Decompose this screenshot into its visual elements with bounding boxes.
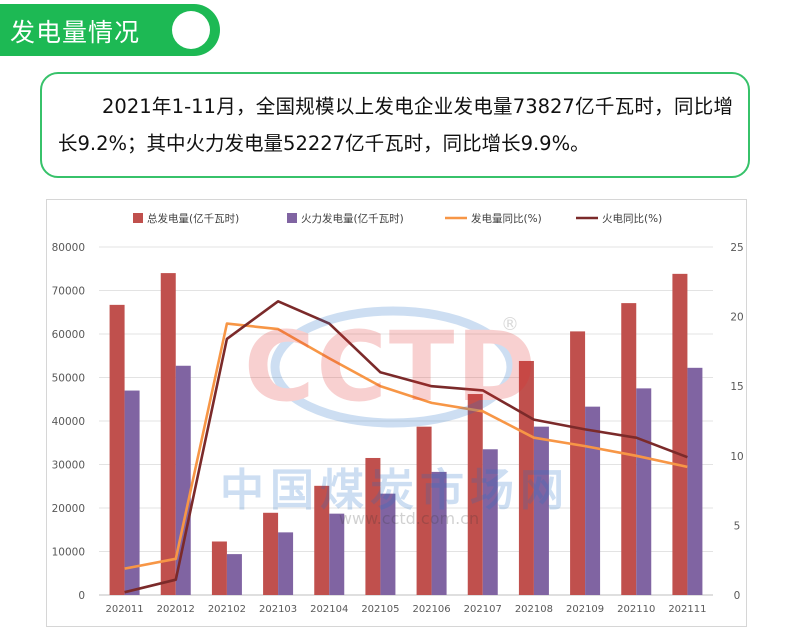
left-axis-tick-label: 40000 bbox=[52, 416, 85, 428]
bar-thermal-generation bbox=[431, 471, 447, 595]
legend-swatch-icon bbox=[287, 213, 297, 223]
right-axis-tick-label: 15 bbox=[730, 381, 743, 393]
bar-total-generation bbox=[314, 485, 330, 595]
bar-thermal-generation bbox=[380, 493, 396, 595]
left-axis-tick-label: 30000 bbox=[52, 460, 85, 472]
x-axis-tick-label: 202103 bbox=[259, 604, 297, 615]
section-header: 发电量情况 bbox=[0, 4, 220, 56]
bar-thermal-generation bbox=[124, 390, 140, 595]
bar-total-generation bbox=[672, 273, 688, 595]
legend-swatch-icon bbox=[133, 213, 143, 223]
bar-total-generation bbox=[160, 273, 176, 595]
line-thermal-yoy bbox=[124, 300, 688, 594]
left-axis-tick-label: 80000 bbox=[52, 242, 85, 254]
right-axis-tick-label: 25 bbox=[730, 242, 743, 254]
x-axis-tick-label: 202109 bbox=[566, 604, 604, 615]
bar-thermal-generation bbox=[329, 513, 345, 595]
left-axis-tick-label: 0 bbox=[78, 590, 85, 602]
legend-label: 总发电量(亿千瓦时) bbox=[147, 212, 239, 225]
bar-total-generation bbox=[365, 457, 381, 595]
bar-total-generation bbox=[211, 541, 227, 595]
x-axis-tick-label: 202108 bbox=[515, 604, 553, 615]
summary-text: 2021年1-11月，全国规模以上发电企业发电量73827亿千瓦时，同比增长9.… bbox=[58, 95, 733, 155]
left-axis-tick-label: 20000 bbox=[52, 503, 85, 515]
bar-total-generation bbox=[621, 303, 637, 595]
summary-box: 2021年1-11月，全国规模以上发电企业发电量73827亿千瓦时，同比增长9.… bbox=[40, 72, 750, 178]
right-axis-tick-label: 10 bbox=[730, 451, 743, 463]
bar-thermal-generation bbox=[585, 406, 601, 595]
bar-thermal-generation bbox=[226, 554, 242, 595]
legend-label: 发电量同比(%) bbox=[471, 212, 542, 225]
line-generation-yoy bbox=[124, 322, 688, 570]
bar-thermal-generation bbox=[636, 388, 652, 595]
bar-total-generation bbox=[467, 394, 483, 595]
right-axis-tick-label: 0 bbox=[734, 590, 741, 602]
chart-frame: 0 10000 20000 30000 40000 50000 60000 70000 8000… bbox=[46, 199, 747, 627]
bar-total-generation bbox=[416, 426, 432, 595]
legend-label: 火力发电量(亿千瓦时) bbox=[301, 212, 404, 225]
legend-label: 火电同比(%) bbox=[602, 212, 662, 225]
x-axis-tick-label: 202107 bbox=[464, 604, 502, 615]
bar-thermal-generation bbox=[175, 365, 191, 595]
bar-thermal-generation bbox=[687, 367, 703, 595]
bar-total-generation bbox=[263, 512, 279, 595]
left-axis-tick-label: 60000 bbox=[52, 329, 85, 341]
x-axis-tick-label: 202110 bbox=[617, 604, 655, 615]
x-axis-tick-label: 202104 bbox=[310, 604, 348, 615]
x-axis-tick-label: 202105 bbox=[361, 604, 399, 615]
bar-total-generation bbox=[570, 331, 586, 595]
right-axis-tick-label: 20 bbox=[730, 312, 743, 324]
x-axis-tick-label: 202011 bbox=[105, 604, 143, 615]
left-axis-tick-label: 50000 bbox=[52, 373, 85, 385]
x-axis-tick-label: 202106 bbox=[412, 604, 450, 615]
left-axis-tick-label: 10000 bbox=[52, 547, 85, 559]
bar-thermal-generation bbox=[482, 449, 498, 595]
left-axis-tick-label: 70000 bbox=[52, 286, 85, 298]
combo-chart: 0 10000 20000 30000 40000 50000 60000 70000 8000… bbox=[52, 212, 744, 615]
section-title: 发电量情况 bbox=[10, 18, 141, 47]
right-axis-tick-label: 5 bbox=[734, 520, 741, 532]
bar-thermal-generation bbox=[278, 532, 294, 595]
bar-thermal-generation bbox=[533, 426, 549, 595]
x-axis-tick-label: 202102 bbox=[208, 604, 246, 615]
x-axis-tick-label: 202111 bbox=[668, 604, 706, 615]
bar-total-generation bbox=[109, 304, 125, 595]
bar-total-generation bbox=[518, 360, 534, 595]
header-circle-icon bbox=[172, 11, 210, 49]
x-axis-tick-label: 202012 bbox=[157, 604, 195, 615]
